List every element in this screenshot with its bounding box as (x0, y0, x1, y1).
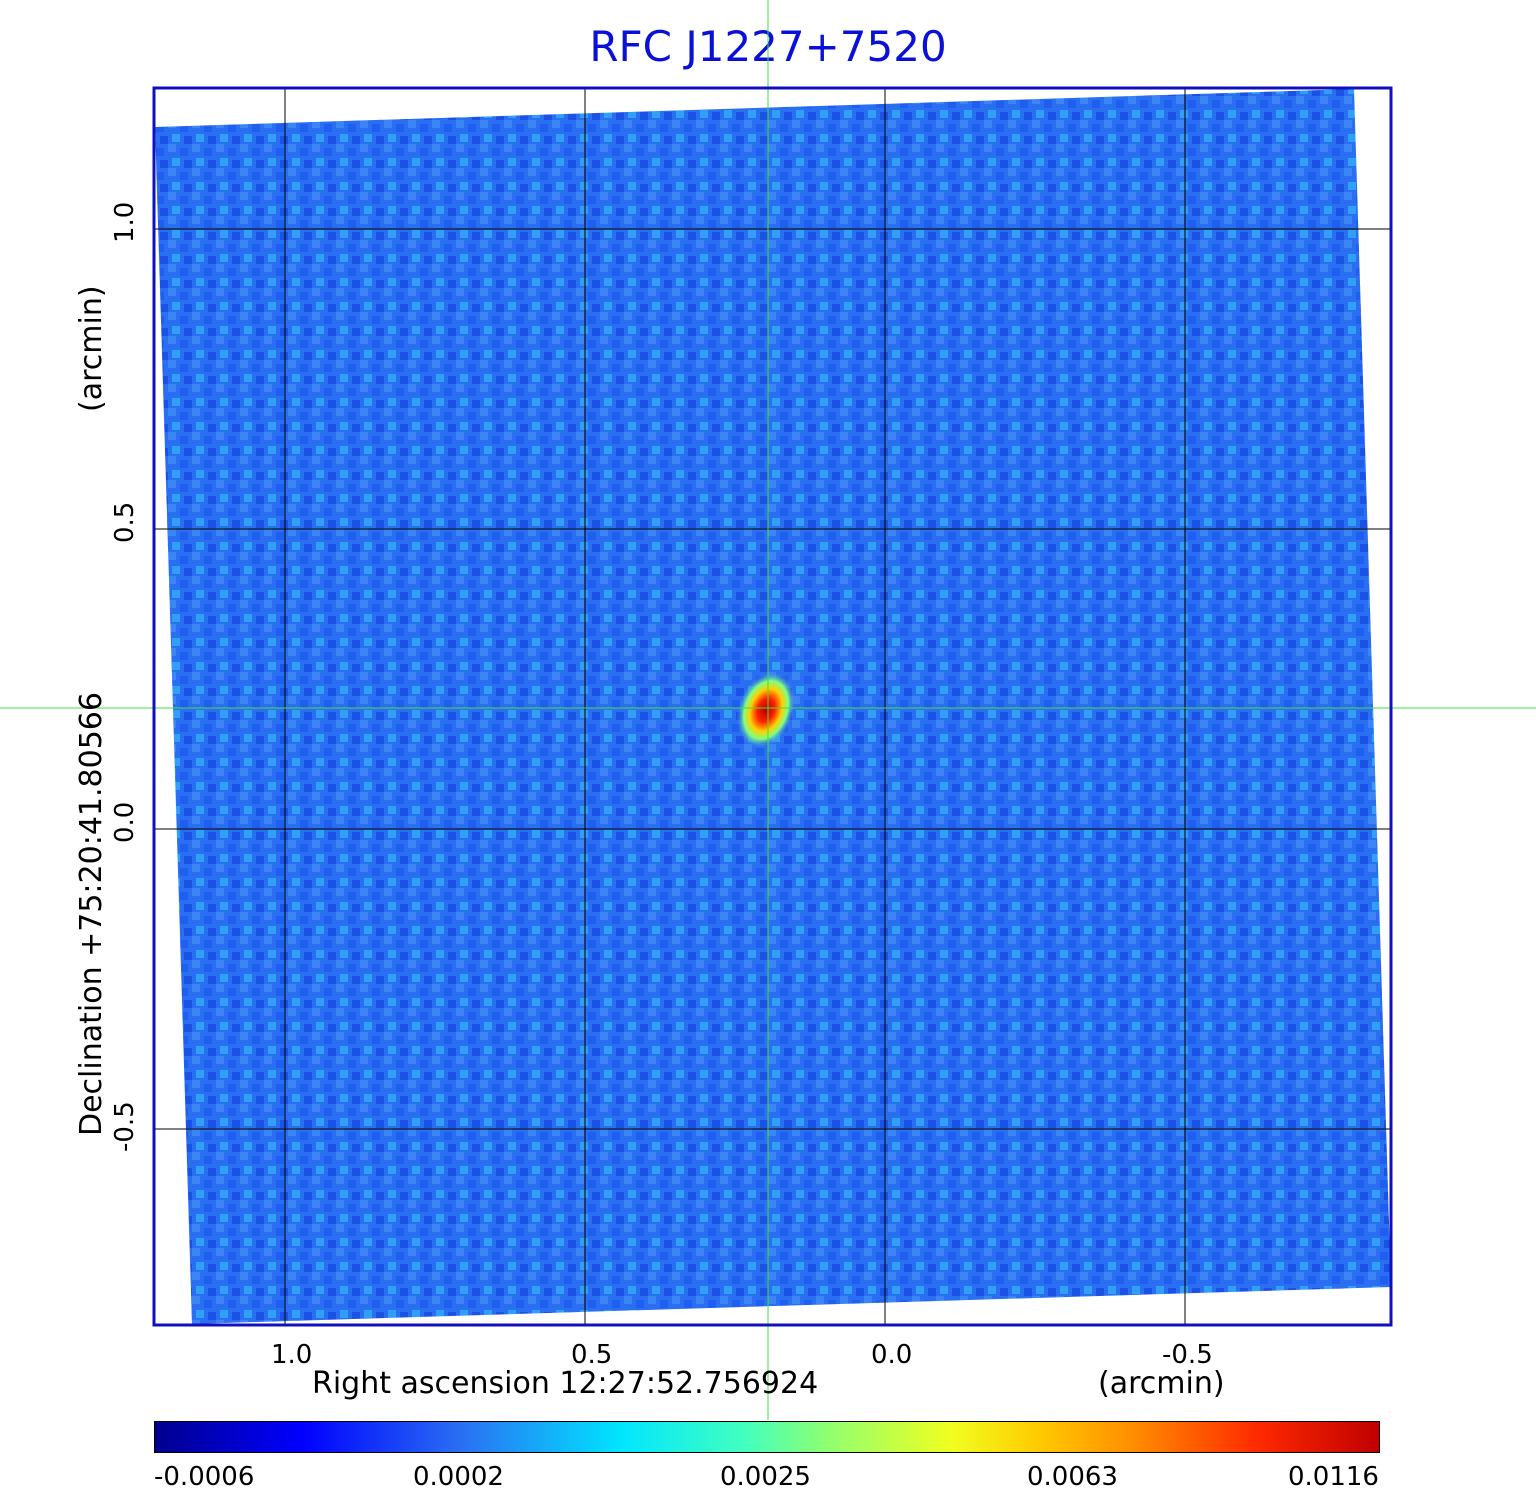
colorbar (154, 1421, 1380, 1453)
colorbar-tick-label: 0.0063 (1027, 1462, 1118, 1492)
source-blob (736, 671, 796, 749)
y-axis-label: Declination +75:20:41.80566 (74, 692, 109, 1136)
y-axis-unit: (arcmin) (74, 285, 109, 412)
colorbar-tick-label: 0.0025 (720, 1462, 811, 1492)
y-tick-label: 1.0 (110, 201, 140, 243)
x-axis-unit: (arcmin) (1098, 1366, 1225, 1401)
y-tick-label: 0.0 (110, 801, 140, 843)
colorbar-tick-label: 0.0002 (413, 1462, 504, 1492)
crosshair (0, 0, 1536, 1420)
colorbar-tick-label: 0.0116 (1288, 1462, 1379, 1492)
grid-lines (154, 88, 1391, 1325)
x-tick-label: 1.0 (271, 1340, 313, 1370)
plot-frame (152, 86, 1393, 1327)
sky-image[interactable] (0, 0, 1536, 1420)
y-tick-label: 0.5 (110, 501, 140, 543)
x-tick-label: -0.5 (1162, 1340, 1213, 1370)
x-tick-label: 0.0 (871, 1340, 913, 1370)
x-axis-label: Right ascension 12:27:52.756924 (312, 1366, 819, 1401)
y-tick-label: -0.5 (110, 1101, 140, 1152)
colorbar-tick-label: -0.0006 (154, 1462, 255, 1492)
x-tick-label: 0.5 (571, 1340, 613, 1370)
